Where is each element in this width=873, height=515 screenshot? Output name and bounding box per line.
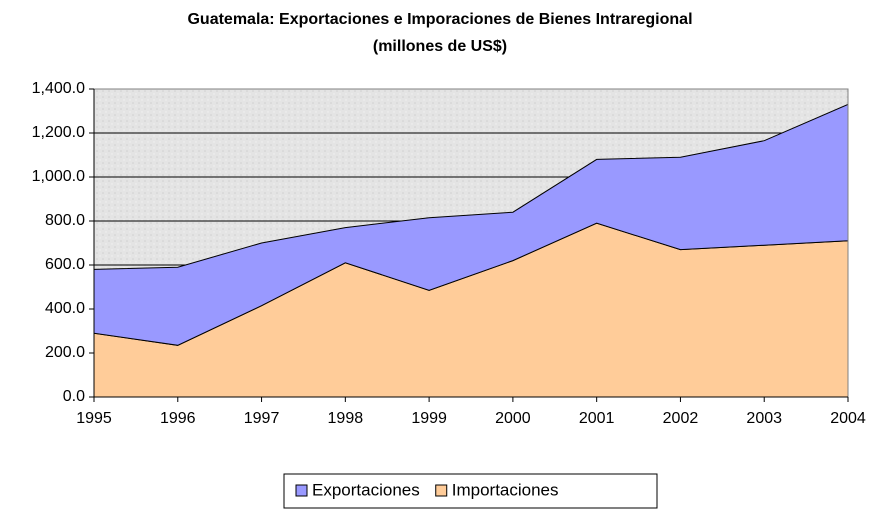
x-tick-label: 1996 (160, 410, 196, 427)
y-tick-label: 800.0 (45, 212, 85, 229)
legend-label: Importaciones (452, 480, 559, 499)
x-tick-label: 1998 (328, 410, 364, 427)
x-tick-label: 2003 (746, 410, 782, 427)
y-tick-label: 1,400.0 (32, 80, 85, 97)
legend-swatch (435, 484, 448, 497)
y-tick-label: 0.0 (63, 388, 85, 405)
y-tick-label: 400.0 (45, 300, 85, 317)
x-tick-label: 2001 (579, 410, 615, 427)
x-tick-label: 2002 (663, 410, 699, 427)
y-tick-label: 200.0 (45, 344, 85, 361)
legend-label: Exportaciones (312, 480, 420, 499)
chart-title: Guatemala: Exportaciones e Imporaciones … (187, 11, 692, 28)
y-tick-label: 1,000.0 (32, 168, 85, 185)
x-tick-label: 2000 (495, 410, 531, 427)
x-tick-label: 1997 (244, 410, 280, 427)
x-tick-label: 2004 (830, 410, 866, 427)
legend-box (283, 473, 658, 509)
chart-subtitle: (millones de US$) (373, 38, 507, 55)
x-tick-label: 1995 (76, 410, 112, 427)
y-tick-label: 600.0 (45, 256, 85, 273)
y-tick-label: 1,200.0 (32, 124, 85, 141)
x-tick-label: 1999 (411, 410, 447, 427)
legend-swatch (295, 484, 308, 497)
